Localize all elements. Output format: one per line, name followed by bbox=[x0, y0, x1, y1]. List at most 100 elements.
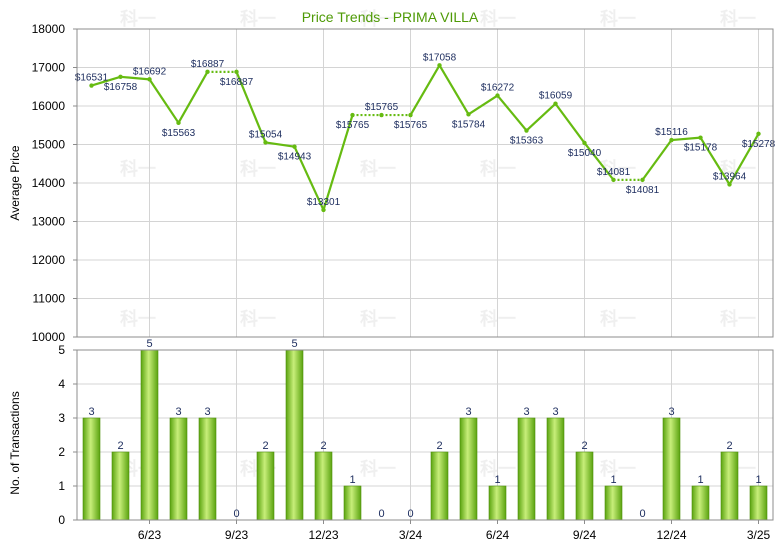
price-data-label: $13301 bbox=[307, 197, 341, 208]
price-gridlines bbox=[77, 28, 773, 338]
price-line-segment bbox=[91, 75, 121, 87]
transaction-bar-label: 1 bbox=[494, 474, 500, 486]
transaction-bar bbox=[314, 451, 333, 521]
price-data-label: $14081 bbox=[597, 167, 631, 178]
transaction-bar-label: 2 bbox=[726, 440, 732, 452]
price-data-label: $16531 bbox=[75, 73, 109, 84]
price-line-segment bbox=[671, 136, 701, 142]
transaction-bar bbox=[662, 417, 681, 521]
transaction-bar-label: 5 bbox=[146, 338, 152, 350]
transaction-bar bbox=[749, 485, 768, 521]
price-point bbox=[205, 69, 210, 75]
price-tick-label: 17000 bbox=[32, 61, 66, 75]
transactions-tick-label: 0 bbox=[58, 513, 65, 527]
transaction-bar bbox=[720, 451, 739, 521]
transactions-tick-label: 3 bbox=[58, 411, 65, 425]
price-data-label: $14081 bbox=[626, 185, 660, 196]
price-line-segment bbox=[728, 133, 760, 185]
price-data-label: $14943 bbox=[278, 152, 312, 163]
transaction-bar-label: 2 bbox=[320, 440, 326, 452]
transaction-bar-label: 3 bbox=[552, 406, 558, 418]
watermark-text: 科一 bbox=[360, 158, 396, 179]
price-point bbox=[292, 144, 297, 149]
price-point bbox=[727, 182, 732, 187]
price-point bbox=[118, 74, 123, 80]
price-data-label: $15563 bbox=[162, 128, 196, 139]
transaction-bar-label: 3 bbox=[204, 406, 210, 418]
x-tick-label: 6/24 bbox=[486, 528, 510, 542]
price-line-segment bbox=[293, 146, 325, 211]
price-tick-label: 16000 bbox=[32, 99, 66, 113]
watermark-text: 科一 bbox=[240, 308, 276, 329]
transaction-bar-label: 3 bbox=[523, 406, 529, 418]
chart-title: Price Trends - PRIMA VILLA bbox=[302, 9, 479, 25]
x-tick-label: 6/23 bbox=[138, 528, 162, 542]
price-point bbox=[147, 77, 152, 82]
price-data-label: $15765 bbox=[394, 120, 428, 131]
transaction-bar-label: 3 bbox=[175, 406, 181, 418]
transaction-bar-label: 0 bbox=[639, 508, 645, 520]
price-tick-label: 11000 bbox=[33, 292, 66, 306]
price-point bbox=[611, 177, 616, 183]
price-data-label: $15363 bbox=[510, 136, 544, 147]
transaction-bar bbox=[140, 349, 159, 521]
price-tick-label: 13000 bbox=[32, 215, 66, 229]
price-line-segment bbox=[409, 64, 441, 116]
price-point bbox=[350, 112, 355, 118]
transaction-bar-label: 1 bbox=[755, 474, 761, 486]
price-point bbox=[495, 93, 500, 98]
transaction-bar bbox=[488, 485, 507, 521]
transaction-bar bbox=[256, 451, 275, 521]
transaction-bar bbox=[169, 417, 188, 521]
transaction-bar-label: 0 bbox=[378, 508, 384, 520]
x-tick-label: 12/24 bbox=[656, 528, 686, 542]
transaction-bar bbox=[285, 349, 304, 521]
price-line-segment bbox=[525, 102, 557, 132]
price-point bbox=[553, 101, 558, 106]
transactions-tick-label: 1 bbox=[58, 479, 65, 493]
transaction-bar bbox=[546, 417, 565, 521]
transaction-bar bbox=[111, 451, 130, 521]
transaction-bar-label: 2 bbox=[262, 440, 268, 452]
price-data-label: $16758 bbox=[104, 82, 138, 93]
watermark-text: 科一 bbox=[600, 8, 636, 29]
transaction-bar bbox=[82, 417, 101, 521]
price-point bbox=[524, 128, 529, 133]
transaction-bar bbox=[575, 451, 594, 521]
price-point bbox=[640, 177, 645, 183]
transaction-bar-label: 1 bbox=[349, 474, 355, 486]
price-line-segment bbox=[438, 64, 470, 115]
transaction-bar-label: 2 bbox=[117, 440, 123, 452]
price-tick-label: 18000 bbox=[32, 22, 66, 36]
x-tick-label: 12/23 bbox=[308, 528, 338, 542]
transaction-bar-label: 2 bbox=[436, 440, 442, 452]
price-line-segment bbox=[496, 94, 528, 132]
price-point bbox=[466, 112, 471, 117]
price-point bbox=[263, 140, 268, 145]
price-data-label: $13964 bbox=[713, 171, 747, 182]
watermark-text: 科一 bbox=[360, 8, 396, 29]
price-y-axis: 10000 11000 12000 13000 14000 15000 16000 17000… bbox=[32, 22, 77, 344]
transactions-y-axis: 0 1 2 3 4 5 bbox=[58, 343, 77, 527]
transaction-bar-label: 2 bbox=[581, 440, 587, 452]
transaction-bar-label: 5 bbox=[291, 338, 297, 350]
price-point bbox=[437, 63, 442, 68]
watermark-text: 科一 bbox=[720, 308, 756, 329]
transactions-tick-label: 5 bbox=[58, 343, 65, 357]
time-x-axis: 6/23 9/23 12/23 3/24 6/24 9/24 12/24 3/25 bbox=[138, 520, 771, 542]
watermark-text: 科一 bbox=[360, 308, 396, 329]
transaction-bar bbox=[198, 417, 217, 521]
price-data-label: $16692 bbox=[133, 66, 167, 77]
price-point bbox=[582, 140, 587, 146]
watermark-text: 科一 bbox=[120, 308, 156, 329]
transaction-bar-labels: 3 2 5 3 3 0 2 5 2 1 0 0 2 3 1 3 3 2 1 0 3 1 2 1 bbox=[88, 338, 761, 520]
price-data-label: $16059 bbox=[539, 91, 573, 102]
watermark-text: 科一 bbox=[120, 158, 156, 179]
transaction-bar-label: 1 bbox=[697, 474, 703, 486]
price-line-segment bbox=[554, 103, 586, 144]
watermark-text: 科一 bbox=[240, 8, 276, 29]
watermark-text: 科一 bbox=[480, 8, 516, 29]
watermark-text: 科一 bbox=[720, 8, 756, 29]
transactions-axis-label: No. of Transactions bbox=[8, 391, 22, 494]
